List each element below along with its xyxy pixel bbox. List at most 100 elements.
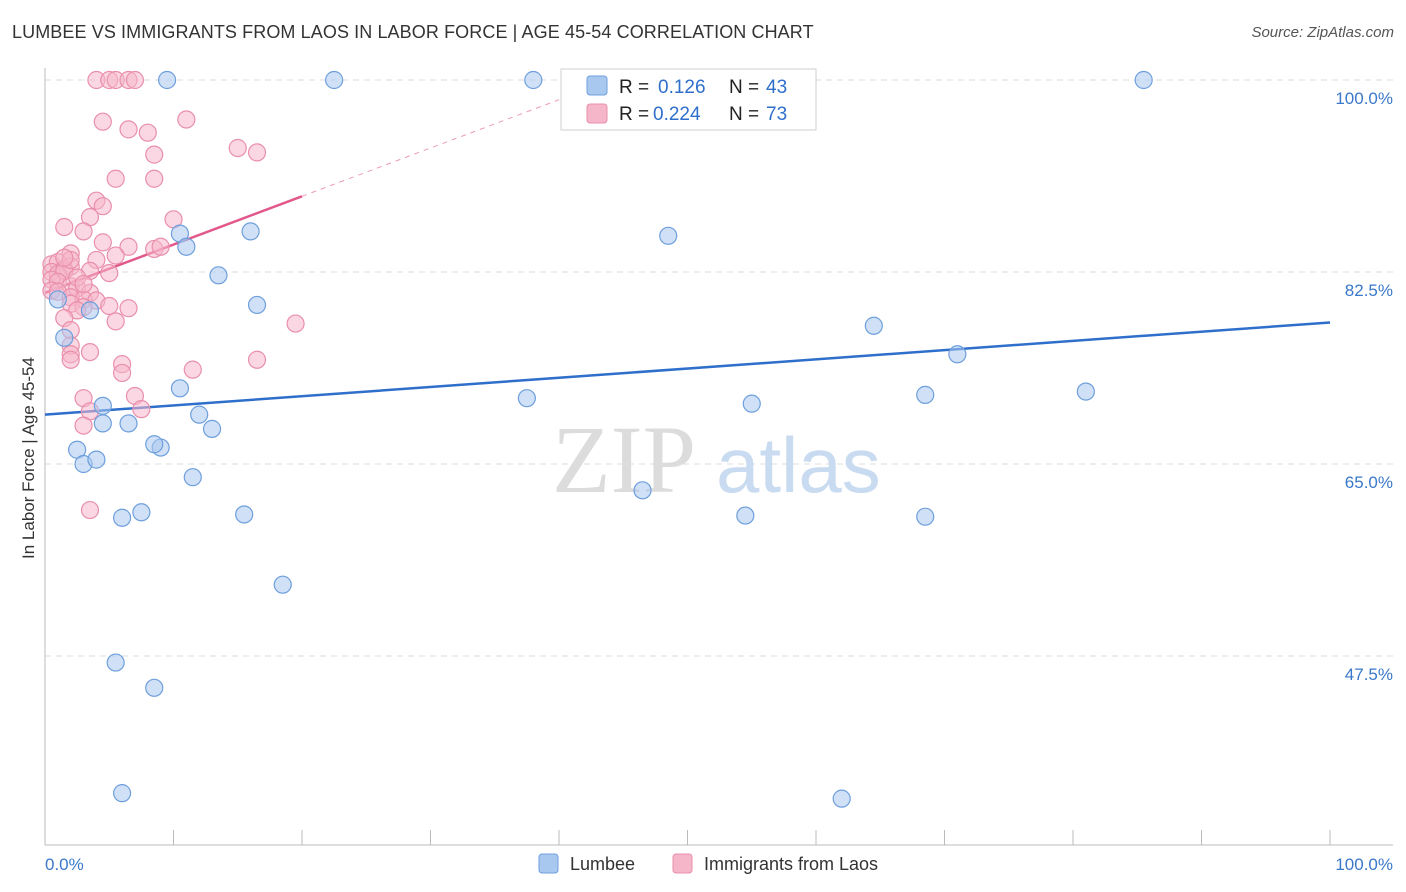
laos-point-5	[93, 112, 112, 131]
legend-r-label-1: R =	[619, 77, 649, 98]
y-tick-labels: 47.5% 65.0% 82.5% 100.0%	[1335, 89, 1393, 684]
laos-point-4	[125, 70, 145, 90]
lumbee-point-2	[524, 70, 543, 90]
y-axis-label: In Labor Force | Age 45-54	[19, 357, 38, 559]
bottom-legend-laos: Immigrants from Laos	[704, 854, 878, 874]
x-tick-labels: 0.0% 100.0%	[45, 855, 1393, 874]
lumbee-point-33	[235, 505, 254, 524]
x-tick-label-0: 0.0%	[45, 855, 84, 874]
y-tick-label-2: 82.5%	[1345, 281, 1393, 300]
lumbee-point-28	[87, 450, 106, 469]
lumbee-point-38	[145, 678, 164, 697]
laos-point-6	[119, 120, 138, 139]
lumbee-point-26	[145, 435, 164, 454]
x-tick-label-1: 100.0%	[1335, 855, 1393, 874]
laos-point-62	[112, 363, 132, 383]
legend-n-label-1: N =	[729, 77, 759, 98]
laos-point-72	[55, 248, 74, 267]
lumbee-point-12	[55, 328, 74, 347]
watermark-atlas: atlas	[716, 421, 881, 509]
lumbee-point-29	[183, 468, 202, 487]
series-legend: Lumbee Immigrants from Laos	[538, 853, 878, 874]
lumbee-point-3	[1134, 70, 1153, 90]
laos-point-49	[119, 299, 138, 318]
legend-swatch-laos	[586, 103, 608, 124]
laos-point-12	[106, 169, 125, 188]
laos-point-13	[145, 169, 164, 188]
laos-point-56	[80, 342, 100, 362]
bottom-legend-swatch-lumbee	[538, 853, 559, 874]
laos-point-21	[119, 237, 138, 256]
legend-swatch-lumbee	[586, 75, 608, 96]
lumbee-point-31	[112, 508, 132, 527]
lumbee-point-41	[80, 301, 100, 320]
laos-point-10	[247, 143, 267, 162]
lumbee-trend-line	[44, 321, 1331, 416]
laos-point-8	[177, 110, 196, 129]
legend-n-value-2: 73	[766, 104, 787, 125]
lumbee-point-9	[209, 266, 228, 285]
lumbee-point-32	[132, 503, 151, 522]
legend-n-label-2: N =	[729, 104, 759, 125]
lumbee-point-35	[916, 507, 935, 526]
lumbee-point-14	[742, 394, 761, 413]
grid-lines	[45, 79, 1393, 657]
chart-title: LUMBEE VS IMMIGRANTS FROM LAOS IN LABOR …	[12, 22, 814, 42]
lumbee-point-18	[170, 379, 190, 398]
lumbee-point-40	[832, 789, 851, 808]
series-laos-points	[42, 70, 305, 520]
series-lumbee-points	[48, 70, 1153, 808]
laos-point-68	[80, 500, 100, 520]
laos-point-53	[286, 314, 305, 333]
laos-point-67	[74, 416, 93, 435]
lumbee-point-7	[659, 226, 678, 245]
laos-point-48	[100, 296, 119, 316]
lumbee-point-37	[106, 653, 125, 672]
lumbee-point-6	[177, 237, 196, 256]
laos-point-61	[183, 360, 202, 379]
laos-point-9	[228, 138, 247, 158]
lumbee-point-13	[517, 389, 536, 408]
laos-point-15	[93, 197, 112, 216]
lumbee-point-16	[916, 385, 935, 404]
lumbee-point-34	[736, 506, 755, 525]
lumbee-point-20	[190, 405, 209, 424]
laos-point-35	[100, 263, 119, 283]
laos-point-7	[138, 123, 157, 142]
laos-point-66	[132, 400, 151, 419]
bottom-legend-lumbee: Lumbee	[570, 854, 635, 874]
watermark-zip: ZIP	[552, 406, 696, 513]
lumbee-point-22	[93, 414, 112, 433]
laos-point-20	[93, 233, 112, 252]
lumbee-point-15	[948, 345, 967, 364]
legend-r-value-1: 0.126	[658, 77, 706, 98]
legend-n-value-1: 43	[766, 77, 787, 98]
lumbee-point-17	[1076, 382, 1095, 401]
lumbee-point-21	[202, 419, 222, 438]
watermark: ZIP atlas	[552, 406, 881, 513]
laos-point-19	[74, 222, 93, 241]
lumbee-point-19	[93, 396, 112, 415]
laos-point-23	[151, 237, 170, 256]
laos-point-58	[247, 350, 267, 369]
lumbee-point-10	[247, 295, 267, 315]
y-tick-label-1: 65.0%	[1345, 473, 1393, 492]
lumbee-point-0	[157, 70, 177, 90]
lumbee-point-11	[864, 316, 883, 335]
y-tick-label-3: 100.0%	[1335, 89, 1393, 108]
laos-trend-extension	[301, 99, 560, 197]
axes	[44, 68, 1393, 846]
laos-point-11	[145, 145, 164, 164]
lumbee-point-23	[119, 414, 138, 433]
laos-point-52	[106, 312, 125, 331]
y-tick-label-0: 47.5%	[1345, 665, 1393, 684]
lumbee-point-8	[48, 290, 67, 309]
legend-r-label-2: R =	[619, 104, 649, 125]
laos-point-25	[106, 246, 125, 265]
laos-point-60	[61, 350, 80, 369]
lumbee-point-36	[273, 575, 292, 594]
correlation-legend: R = 0.126 N = 43 R = 0.224 N = 73	[560, 68, 817, 131]
lumbee-point-30	[633, 481, 652, 500]
lumbee-point-1	[325, 70, 344, 90]
